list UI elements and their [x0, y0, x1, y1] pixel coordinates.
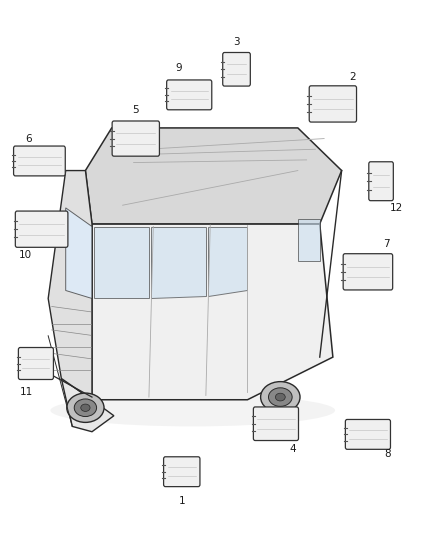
Ellipse shape [268, 388, 292, 406]
FancyBboxPatch shape [163, 457, 200, 487]
FancyBboxPatch shape [343, 254, 392, 290]
Text: 12: 12 [390, 203, 403, 213]
Polygon shape [94, 227, 149, 298]
Ellipse shape [50, 394, 335, 426]
Polygon shape [48, 171, 92, 400]
FancyBboxPatch shape [223, 53, 251, 86]
Text: 4: 4 [289, 444, 296, 454]
FancyBboxPatch shape [112, 121, 159, 156]
FancyBboxPatch shape [253, 407, 299, 440]
FancyBboxPatch shape [18, 348, 53, 379]
Polygon shape [208, 227, 247, 296]
Ellipse shape [67, 393, 104, 422]
Polygon shape [61, 378, 114, 432]
FancyBboxPatch shape [345, 419, 390, 449]
Text: 6: 6 [25, 134, 32, 143]
Ellipse shape [261, 382, 300, 413]
Ellipse shape [74, 399, 96, 417]
FancyBboxPatch shape [15, 211, 68, 247]
Polygon shape [298, 219, 320, 261]
FancyBboxPatch shape [369, 161, 393, 200]
Text: 7: 7 [383, 239, 390, 249]
Text: 5: 5 [132, 106, 139, 115]
Polygon shape [85, 128, 342, 224]
Text: 10: 10 [19, 250, 32, 260]
Polygon shape [66, 208, 92, 298]
FancyBboxPatch shape [14, 146, 65, 176]
Text: 8: 8 [384, 449, 391, 459]
Text: 2: 2 [349, 72, 356, 82]
Text: 1: 1 [178, 496, 185, 506]
Text: 11: 11 [20, 387, 33, 397]
Text: 9: 9 [175, 63, 182, 72]
FancyBboxPatch shape [166, 80, 212, 110]
Text: 3: 3 [233, 37, 240, 46]
FancyBboxPatch shape [309, 86, 357, 122]
Ellipse shape [81, 404, 90, 411]
Ellipse shape [276, 393, 285, 401]
Polygon shape [92, 224, 333, 400]
Polygon shape [151, 227, 206, 298]
